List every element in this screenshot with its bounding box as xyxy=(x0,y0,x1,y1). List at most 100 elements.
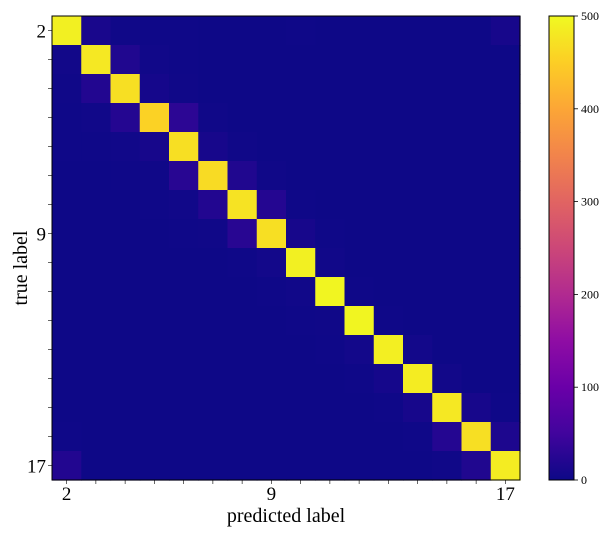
y-tick-label: 9 xyxy=(37,225,47,246)
colorbar xyxy=(548,15,575,481)
heatmap-cell xyxy=(139,248,170,278)
heatmap-cell xyxy=(110,161,141,191)
heatmap-cell xyxy=(227,103,258,133)
heatmap-cell xyxy=(198,335,229,365)
heatmap-cell xyxy=(432,451,463,481)
heatmap-cell xyxy=(490,422,521,452)
heatmap-cell xyxy=(373,103,404,133)
heatmap-cell xyxy=(169,103,199,133)
heatmap-cell xyxy=(403,335,433,365)
heatmap-cell xyxy=(139,45,170,75)
heatmap-cell xyxy=(315,393,346,423)
heatmap-cell xyxy=(315,364,346,394)
heatmap-cell xyxy=(169,190,199,220)
heatmap-cell xyxy=(286,219,316,249)
heatmap-cell xyxy=(403,16,433,46)
heatmap-cell xyxy=(461,132,492,162)
heatmap-cell xyxy=(490,74,521,104)
heatmap-cell xyxy=(52,190,82,220)
heatmap-cell xyxy=(344,132,375,162)
heatmap-cell xyxy=(490,306,521,336)
heatmap-cell xyxy=(315,277,346,307)
heatmap-cell xyxy=(344,451,375,481)
heatmap-cell xyxy=(432,219,463,249)
heatmap-cell xyxy=(373,219,404,249)
heatmap-cell xyxy=(403,74,433,104)
heatmap-cell xyxy=(81,190,112,220)
heatmap-cell xyxy=(227,45,258,75)
heatmap-cell xyxy=(315,335,346,365)
heatmap-cell xyxy=(403,161,433,191)
heatmap-cell xyxy=(373,45,404,75)
heatmap-cell xyxy=(373,248,404,278)
heatmap-cell xyxy=(227,248,258,278)
heatmap-cell xyxy=(52,219,82,249)
heatmap-cell xyxy=(373,161,404,191)
heatmap-cell xyxy=(461,306,492,336)
heatmap-cell xyxy=(315,422,346,452)
heatmap-cell xyxy=(344,277,375,307)
heatmap-cell xyxy=(461,190,492,220)
heatmap-cell xyxy=(52,422,82,452)
heatmap-cell xyxy=(461,277,492,307)
colorbar-ticks: 0 100 200 300 400 500 xyxy=(574,9,599,487)
heatmap-cell xyxy=(344,422,375,452)
heatmap-cell xyxy=(315,103,346,133)
heatmap-cell xyxy=(52,364,82,394)
heatmap-cell xyxy=(227,16,258,46)
heatmap-cell xyxy=(461,103,492,133)
heatmap-cell xyxy=(490,393,521,423)
heatmap-cell xyxy=(490,248,521,278)
heatmap-cell xyxy=(256,132,287,162)
heatmap-cell xyxy=(490,335,521,365)
heatmap-cell xyxy=(52,451,82,481)
heatmap-cell xyxy=(432,161,463,191)
heatmap-cell xyxy=(227,190,258,220)
heatmap-cell xyxy=(461,219,492,249)
heatmap-cell xyxy=(373,393,404,423)
heatmap-cell xyxy=(198,364,229,394)
heatmap-cell xyxy=(81,16,112,46)
heatmap-cell xyxy=(432,335,463,365)
heatmap-cell xyxy=(286,306,316,336)
heatmap-cell xyxy=(110,103,141,133)
heatmap-cell xyxy=(286,103,316,133)
heatmap-cell xyxy=(110,248,141,278)
heatmap-cell xyxy=(286,277,316,307)
heatmap-cell xyxy=(256,248,287,278)
x-tick-label: 17 xyxy=(496,484,515,505)
heatmap-cell xyxy=(344,248,375,278)
heatmap-cell xyxy=(139,393,170,423)
heatmap-cells xyxy=(52,16,521,481)
heatmap-cell xyxy=(256,422,287,452)
heatmap-cell xyxy=(198,161,229,191)
heatmap-cell xyxy=(490,161,521,191)
heatmap-cell xyxy=(256,45,287,75)
heatmap-cell xyxy=(403,103,433,133)
heatmap-cell xyxy=(256,74,287,104)
heatmap-cell xyxy=(344,161,375,191)
heatmap-cell xyxy=(110,45,141,75)
heatmap-cell xyxy=(403,306,433,336)
heatmap-cell xyxy=(403,277,433,307)
heatmap-cell xyxy=(52,45,82,75)
heatmap-cell xyxy=(432,422,463,452)
heatmap-cell xyxy=(315,74,346,104)
heatmap-cell xyxy=(256,161,287,191)
heatmap-cell xyxy=(315,161,346,191)
heatmap-cell xyxy=(432,190,463,220)
heatmap-cell xyxy=(344,306,375,336)
heatmap-cell xyxy=(227,161,258,191)
heatmap-cell xyxy=(81,45,112,75)
heatmap-cell xyxy=(169,161,199,191)
heatmap-cell xyxy=(432,248,463,278)
heatmap-cell xyxy=(52,393,82,423)
heatmap-cell xyxy=(256,335,287,365)
heatmap-cell xyxy=(110,219,141,249)
heatmap-cell xyxy=(315,219,346,249)
heatmap-cell xyxy=(403,132,433,162)
heatmap-cell xyxy=(403,45,433,75)
heatmap-cell xyxy=(227,335,258,365)
heatmap-cell xyxy=(315,16,346,46)
